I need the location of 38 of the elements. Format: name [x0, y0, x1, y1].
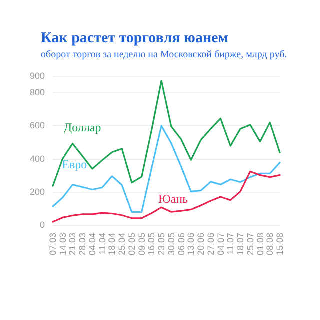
x-tick-label: 09.05: [136, 233, 147, 256]
x-tick-label: 20.06: [196, 233, 206, 256]
x-tick-label: 07.03: [48, 233, 58, 256]
x-tick-label: 25.07: [245, 233, 256, 256]
x-tick-label: 25.04: [117, 233, 128, 256]
x-tick-label: 14.03: [58, 233, 68, 256]
y-tick-label: 900: [30, 71, 45, 81]
x-tick-label: 11.07: [226, 233, 236, 255]
x-tick-label: 28.03: [78, 233, 88, 256]
x-tick-label: 11.04: [97, 233, 108, 255]
x-tick-label: 30.05: [166, 233, 176, 256]
line-series: [52, 125, 281, 214]
x-tick-label: 04.04: [87, 233, 98, 256]
x-tick-label: 04.07: [216, 233, 226, 256]
x-tick-label: 08.08: [265, 233, 276, 256]
y-tick-label: 200: [30, 186, 45, 197]
x-tick-label: 18.07: [236, 233, 246, 256]
y-tick-label: 400: [30, 154, 45, 164]
y-tick-label: 0: [40, 220, 45, 230]
x-tick-label: 27.06: [206, 233, 216, 256]
line-series: [52, 170, 281, 223]
x-tick-label: 02.05: [126, 233, 137, 256]
series-label: Юань: [158, 192, 189, 206]
x-tick-label: 18.04: [107, 233, 118, 256]
series-label: Доллар: [64, 120, 102, 134]
series-label: Евро: [62, 157, 88, 172]
line-series: [52, 80, 281, 187]
x-tick-label: 13.06: [186, 233, 196, 256]
chart-title: Как растет торговля юанем: [41, 30, 228, 46]
x-tick-label: 21.03: [68, 233, 78, 256]
x-tick-label: 06.06: [176, 233, 186, 256]
y-tick-label: 800: [30, 88, 45, 98]
x-tick-label: 01.08: [255, 233, 266, 256]
chart-subtitle: оборот торгов за неделю на Московской бирже, млрд руб.: [41, 50, 288, 60]
x-tick-label: 16.05: [146, 233, 157, 256]
y-tick-label: 600: [30, 120, 45, 131]
x-tick-label: 23.05: [156, 233, 167, 256]
x-tick-label: 15.08: [275, 233, 285, 256]
